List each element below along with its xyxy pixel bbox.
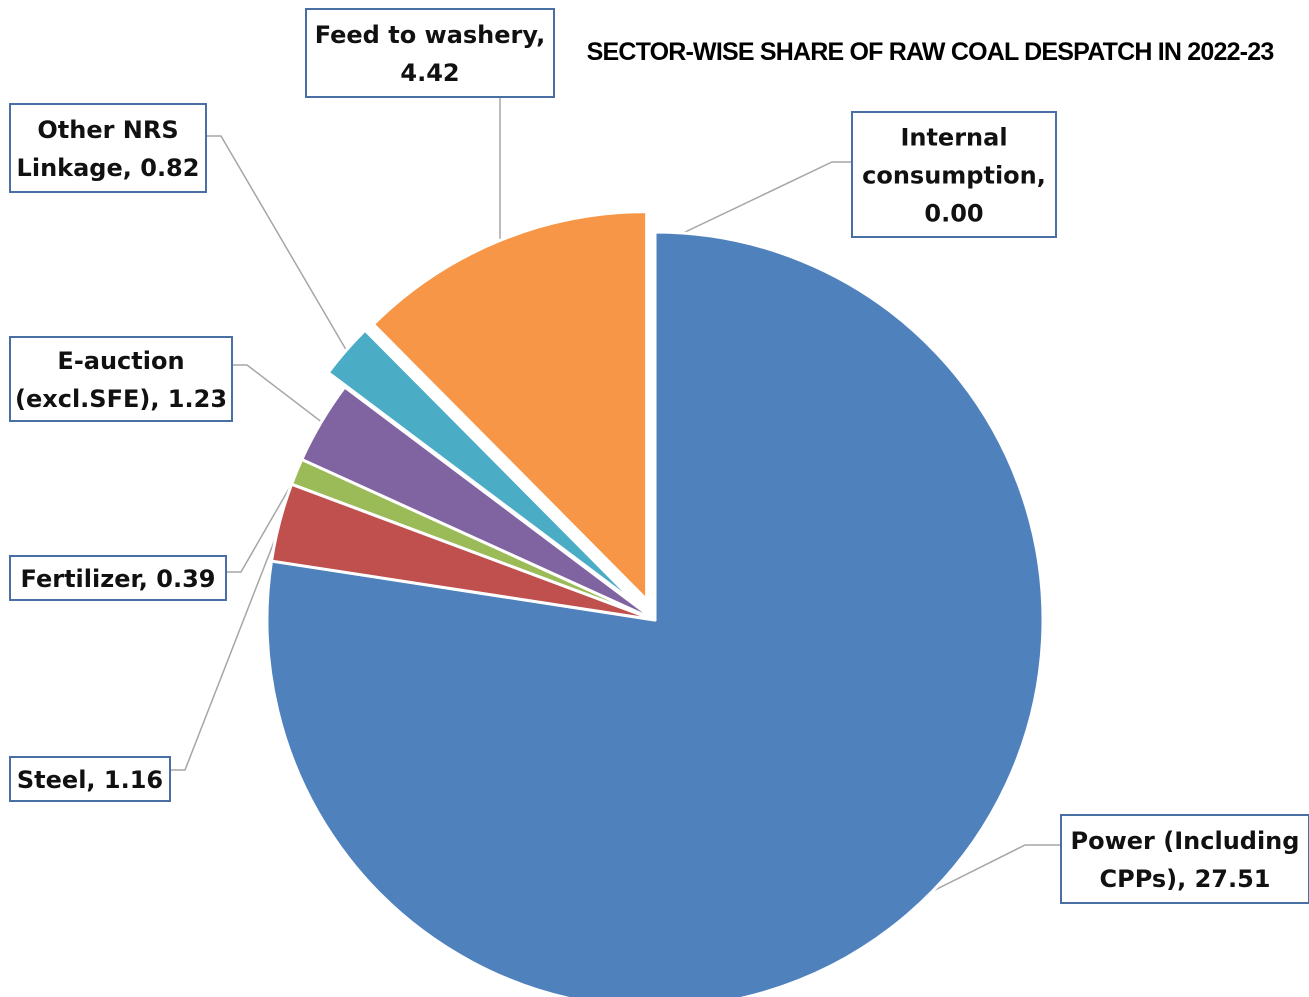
leader-line (206, 135, 349, 353)
pie-slice (265, 230, 1045, 997)
data-label: Steel, 1.16 (9, 756, 171, 802)
leader-line (232, 364, 324, 424)
data-label: Fertilizer, 0.39 (9, 555, 227, 601)
data-label-text: Internal (900, 124, 1007, 152)
data-label: Internal consumption, 0.00 (851, 111, 1057, 238)
data-label-box (9, 103, 207, 193)
data-label-box (851, 111, 1057, 238)
data-label-text: (excl.SFE), 1.23 (15, 385, 227, 413)
data-label-text: 0.00 (924, 200, 983, 228)
data-label: E-auction (excl.SFE), 1.23 (9, 336, 233, 422)
data-label-text: Feed to washery, (315, 21, 546, 49)
pie-slices (265, 210, 1045, 997)
data-label-box (1060, 814, 1309, 904)
leader-line (904, 844, 1061, 906)
data-label-text: Power (Including (1071, 827, 1300, 855)
data-label-text: Fertilizer, 0.39 (21, 565, 216, 593)
data-label: Power (Including CPPs), 27.51 (1060, 814, 1309, 904)
pie-slice (371, 210, 649, 602)
data-label: Other NRS Linkage, 0.82 (9, 103, 207, 193)
data-label-box (9, 336, 233, 422)
data-label-text: Linkage, 0.82 (17, 154, 200, 182)
leader-line (226, 472, 299, 573)
data-label-text: E-auction (57, 347, 184, 375)
data-label-box (305, 8, 555, 98)
data-label-text: CPPs), 27.51 (1099, 865, 1270, 893)
leader-lines (170, 97, 1061, 906)
data-label-text: Steel, 1.16 (17, 766, 163, 794)
data-label-text: Other NRS (37, 116, 178, 144)
data-label-box (9, 555, 227, 601)
leader-line (659, 161, 852, 245)
pie-slice (326, 328, 640, 608)
chart-title: SECTOR-WISE SHARE OF RAW COAL DESPATCH I… (587, 38, 1274, 66)
data-label-text: 4.42 (400, 59, 459, 87)
data-label-text: consumption, (862, 162, 1046, 190)
data-label: Feed to washery, 4.42 (305, 8, 555, 98)
data-labels: Power (Including CPPs), 27.51 Steel, 1.16 F… (9, 8, 1309, 904)
leader-line (170, 522, 283, 771)
pie-slice (300, 385, 657, 622)
data-label-box (9, 756, 171, 802)
